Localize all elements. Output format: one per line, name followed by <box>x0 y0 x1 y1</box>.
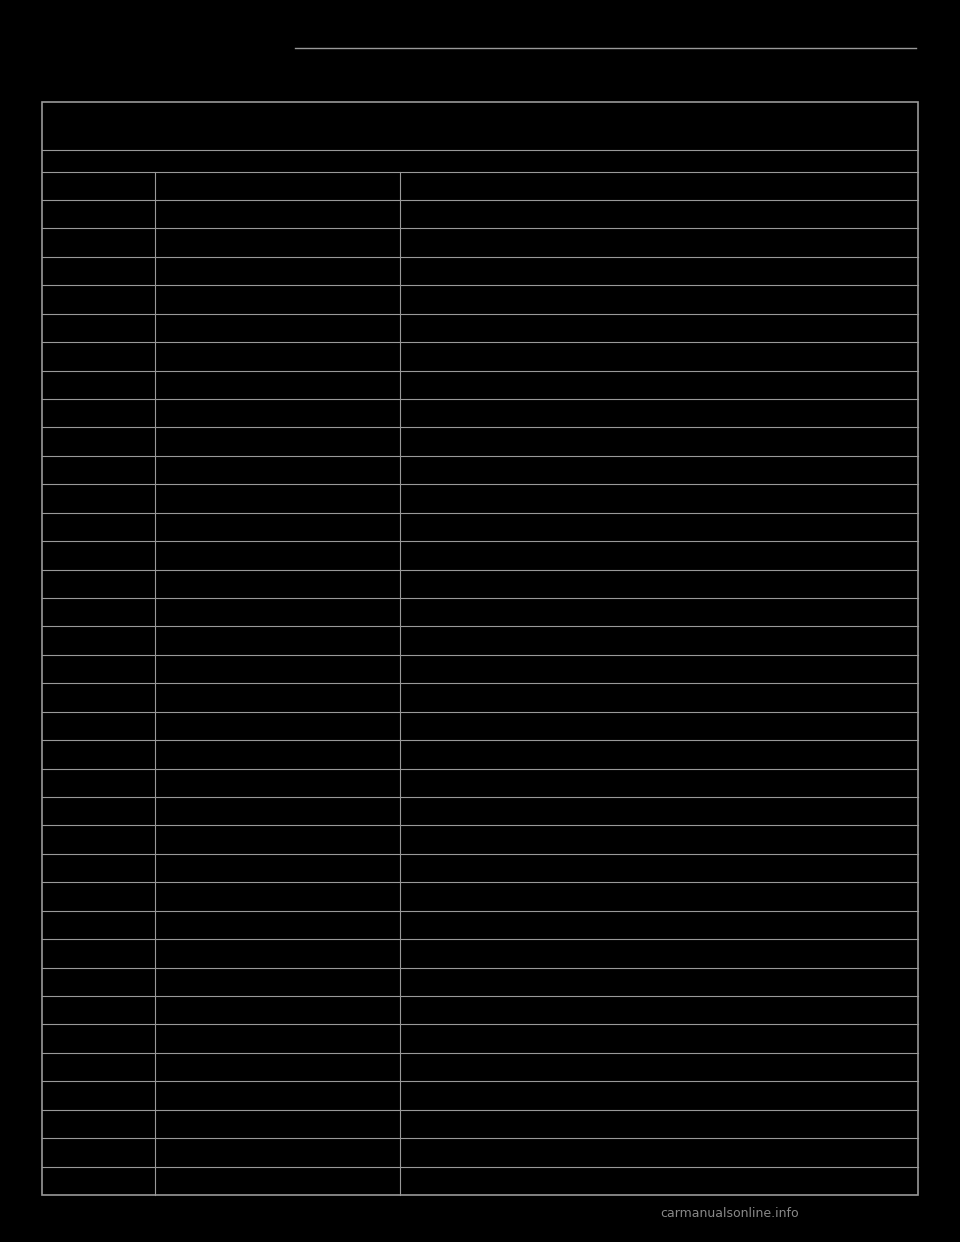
Bar <box>42 102 918 1195</box>
Text: carmanualsonline.info: carmanualsonline.info <box>660 1207 800 1220</box>
